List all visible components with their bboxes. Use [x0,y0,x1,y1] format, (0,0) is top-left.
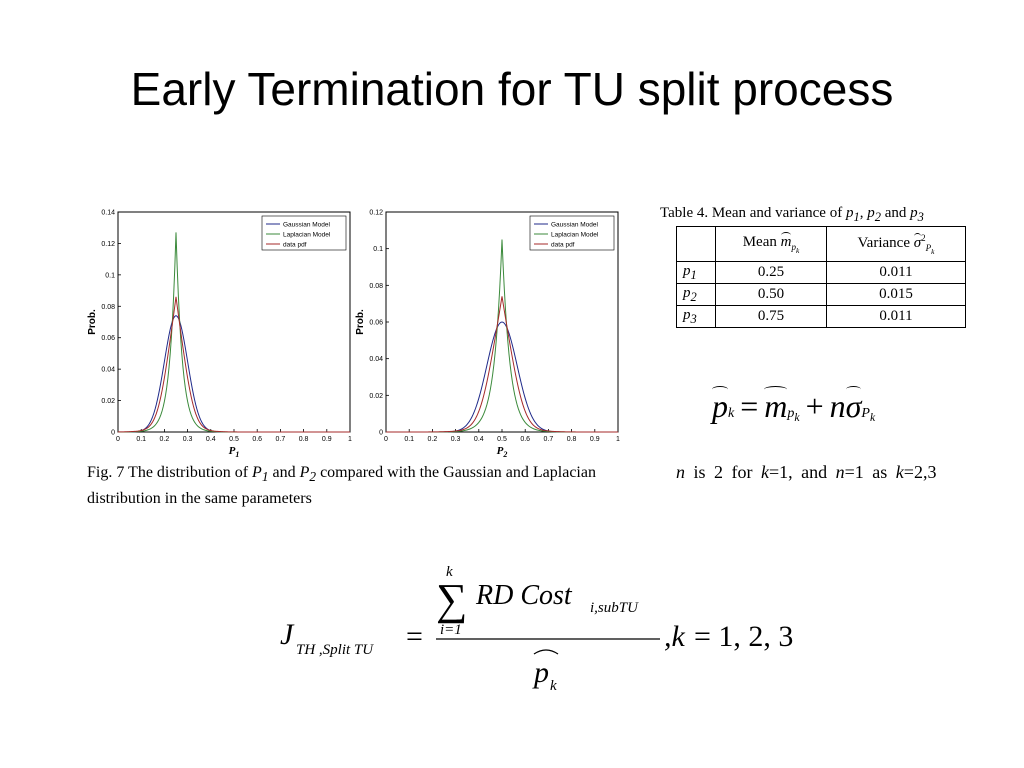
mean-variance-table: Mean mpk Variance σ2Pk p1 0.25 0.011 p2 … [676,226,966,328]
y-tick-label: 0 [111,430,115,437]
mean-header: Mean mpk [715,226,827,262]
y-tick-label: 0.1 [105,272,115,279]
x-axis-label: P1 [229,445,240,459]
table-row: p1 0.25 0.011 [676,261,966,284]
x-tick-label: 0.9 [322,436,332,443]
y-tick-label: 0.04 [101,367,115,374]
svg-text:=: = [406,620,423,653]
figure-caption: Fig. 7 The distribution of P1 and P2 com… [87,464,596,508]
svg-text:= 1, 2, 3: = 1, 2, 3 [694,620,793,653]
x-tick-label: 0.3 [183,436,193,443]
svg-text:k: k [446,564,453,580]
legend-entry: data pdf [551,242,575,249]
x-tick-label: 0.7 [276,436,286,443]
svg-text:,k: ,k [664,620,686,653]
x-tick-label: 0.5 [229,436,239,443]
legend-entry: Laplacian Model [283,232,331,239]
x-tick-label: 0.2 [160,436,170,443]
pk-equation: pk = mpk + nσPk [712,386,876,424]
legend-entry: Gaussian Model [283,222,331,229]
table-row: p2 0.50 0.015 [676,283,966,306]
x-tick-label: 0.6 [520,436,530,443]
slide-title: Early Termination for TU split process [130,63,894,115]
svg-text:TH ,Split TU: TH ,Split TU [296,642,374,658]
x-tick-label: 0 [116,436,120,443]
x-tick-label: 0.4 [474,436,484,443]
svg-text:i,subTU: i,subTU [590,600,639,616]
x-tick-label: 0.8 [299,436,309,443]
x-tick-label: 1 [616,436,620,443]
y-axis-label: Prob. [87,309,98,335]
x-tick-label: 0.7 [544,436,554,443]
legend-entry: Laplacian Model [551,232,599,239]
svg-text:∑: ∑ [436,575,467,624]
table-caption: Table 4. Mean and variance of p1, p2 and… [660,205,924,224]
x-tick-label: 0.5 [497,436,507,443]
series-line [117,296,350,433]
svg-text:k: k [550,678,557,694]
threshold-equation: J TH ,Split TU = k ∑ i=1 RD Cost i,subTU… [280,564,793,694]
y-tick-label: 0.08 [369,283,383,290]
x-tick-label: 0 [384,436,388,443]
x-tick-label: 0.1 [136,436,146,443]
y-tick-label: 0.02 [369,393,383,400]
svg-text:J: J [280,618,295,651]
x-tick-label: 0.9 [590,436,600,443]
variance-header: Variance σ2Pk [826,226,966,262]
y-tick-label: 0.12 [101,241,115,248]
y-tick-label: 0.08 [101,304,115,311]
y-tick-label: 0.06 [369,320,383,327]
series-line [386,296,618,433]
x-tick-label: 0.3 [451,436,461,443]
x-tick-label: 0.1 [404,436,414,443]
y-tick-label: 0 [379,430,383,437]
x-tick-label: 0.4 [206,436,216,443]
svg-text:i=1: i=1 [440,622,462,638]
y-axis-label: Prob. [355,309,366,335]
n-note: n is 2 for k=1, and n=1 as k=2,3 [676,462,937,482]
table-row: p3 0.75 0.011 [676,305,966,328]
y-tick-label: 0.02 [101,398,115,405]
p2-distribution-chart: 0 0.02 0.04 0.06 0.08 0.1 0.12 0 0.1 0.2 0.3 0.4 0.5… [355,210,620,460]
y-tick-label: 0.14 [101,210,115,217]
p1-distribution-chart: 0 0.02 0.04 0.06 0.08 0.1 0.12 0.14 0 0.1 0.2 0.3 0.… [87,210,352,460]
svg-text:p: p [532,656,549,689]
legend-entry: Gaussian Model [551,222,599,229]
y-tick-label: 0.06 [101,335,115,342]
y-tick-label: 0.1 [373,246,383,253]
y-tick-label: 0.04 [369,356,383,363]
x-tick-label: 1 [348,436,352,443]
x-tick-label: 0.6 [252,436,262,443]
table-corner [676,226,716,262]
x-tick-label: 0.2 [428,436,438,443]
y-tick-label: 0.12 [369,210,383,217]
legend-entry: data pdf [283,242,307,249]
svg-text:RD Cost: RD Cost [475,580,573,611]
x-axis-label: P2 [497,445,508,459]
x-tick-label: 0.8 [567,436,577,443]
